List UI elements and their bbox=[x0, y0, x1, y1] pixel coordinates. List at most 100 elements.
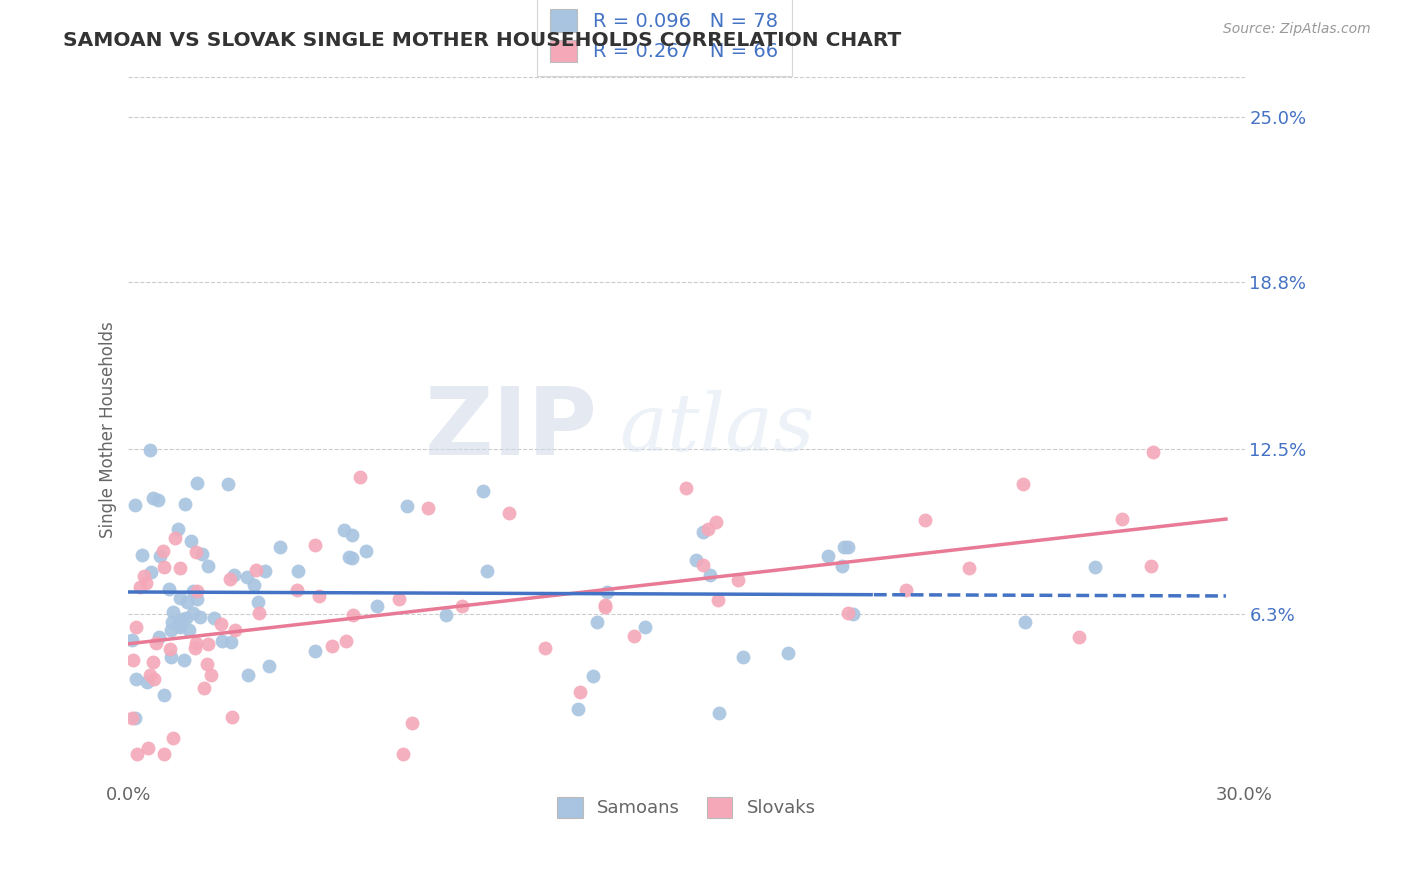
Point bbox=[146, 492, 169, 507]
Point bbox=[472, 483, 495, 498]
Text: atlas: atlas bbox=[620, 391, 815, 468]
Point bbox=[593, 599, 616, 614]
Point bbox=[136, 674, 159, 689]
Point bbox=[593, 598, 616, 612]
Point bbox=[177, 623, 200, 637]
Point bbox=[122, 653, 145, 667]
Point bbox=[195, 657, 218, 671]
Point bbox=[685, 553, 707, 567]
Point bbox=[333, 524, 356, 538]
Point bbox=[697, 522, 720, 536]
Point bbox=[217, 476, 239, 491]
Point bbox=[180, 533, 202, 548]
Point bbox=[152, 544, 174, 558]
Point bbox=[173, 497, 195, 511]
Point bbox=[135, 575, 157, 590]
Point bbox=[139, 442, 162, 457]
Point bbox=[167, 522, 190, 536]
Point bbox=[184, 640, 207, 655]
Point bbox=[308, 589, 330, 603]
Point bbox=[145, 636, 167, 650]
Point bbox=[1084, 560, 1107, 574]
Point bbox=[396, 500, 419, 514]
Point bbox=[181, 606, 204, 620]
Point bbox=[219, 573, 242, 587]
Point bbox=[894, 582, 917, 597]
Point bbox=[121, 710, 143, 724]
Point bbox=[304, 538, 326, 552]
Point bbox=[366, 599, 388, 614]
Point bbox=[335, 634, 357, 648]
Point bbox=[160, 615, 183, 629]
Point bbox=[837, 607, 859, 621]
Point bbox=[842, 607, 865, 622]
Point bbox=[342, 608, 364, 623]
Point bbox=[249, 606, 271, 620]
Point bbox=[157, 582, 180, 596]
Point bbox=[186, 592, 208, 607]
Point bbox=[321, 639, 343, 653]
Point bbox=[141, 655, 163, 669]
Point bbox=[200, 668, 222, 682]
Point bbox=[121, 632, 143, 647]
Point bbox=[153, 747, 176, 762]
Point bbox=[340, 527, 363, 541]
Point bbox=[259, 659, 281, 673]
Point bbox=[817, 549, 839, 563]
Point bbox=[567, 702, 589, 716]
Point bbox=[245, 563, 267, 577]
Point bbox=[692, 558, 714, 573]
Point bbox=[132, 569, 155, 583]
Point bbox=[209, 617, 232, 632]
Point bbox=[354, 544, 377, 558]
Point bbox=[586, 615, 609, 630]
Point bbox=[699, 568, 721, 582]
Point bbox=[163, 531, 186, 545]
Point bbox=[124, 620, 146, 634]
Point bbox=[149, 549, 172, 563]
Point bbox=[832, 540, 855, 554]
Point bbox=[167, 618, 190, 632]
Point bbox=[224, 568, 246, 582]
Point bbox=[707, 706, 730, 721]
Point bbox=[1014, 615, 1036, 629]
Point bbox=[173, 653, 195, 667]
Point bbox=[125, 673, 148, 687]
Point bbox=[162, 605, 184, 619]
Point bbox=[533, 640, 555, 655]
Point bbox=[131, 548, 153, 562]
Legend: Samoans, Slovaks: Samoans, Slovaks bbox=[550, 789, 823, 825]
Point bbox=[287, 564, 309, 578]
Point bbox=[224, 624, 246, 638]
Point bbox=[139, 566, 162, 580]
Point bbox=[221, 710, 243, 724]
Point bbox=[181, 584, 204, 599]
Point bbox=[831, 559, 853, 574]
Point bbox=[162, 731, 184, 746]
Point bbox=[159, 642, 181, 657]
Point bbox=[1140, 559, 1163, 574]
Point bbox=[202, 611, 225, 625]
Point bbox=[174, 611, 197, 625]
Point bbox=[152, 688, 174, 702]
Point bbox=[269, 541, 291, 555]
Point bbox=[596, 584, 619, 599]
Point bbox=[914, 513, 936, 527]
Point bbox=[129, 580, 152, 594]
Point bbox=[243, 578, 266, 592]
Point bbox=[138, 667, 160, 681]
Point bbox=[136, 741, 159, 756]
Point bbox=[186, 475, 208, 490]
Point bbox=[707, 593, 730, 607]
Point bbox=[153, 560, 176, 574]
Point bbox=[253, 564, 276, 578]
Point bbox=[125, 747, 148, 762]
Point bbox=[733, 650, 755, 665]
Point bbox=[221, 635, 243, 649]
Point bbox=[337, 549, 360, 564]
Point bbox=[1069, 630, 1091, 644]
Text: SAMOAN VS SLOVAK SINGLE MOTHER HOUSEHOLDS CORRELATION CHART: SAMOAN VS SLOVAK SINGLE MOTHER HOUSEHOLD… bbox=[63, 31, 901, 50]
Point bbox=[304, 644, 326, 658]
Text: Source: ZipAtlas.com: Source: ZipAtlas.com bbox=[1223, 22, 1371, 37]
Point bbox=[197, 558, 219, 573]
